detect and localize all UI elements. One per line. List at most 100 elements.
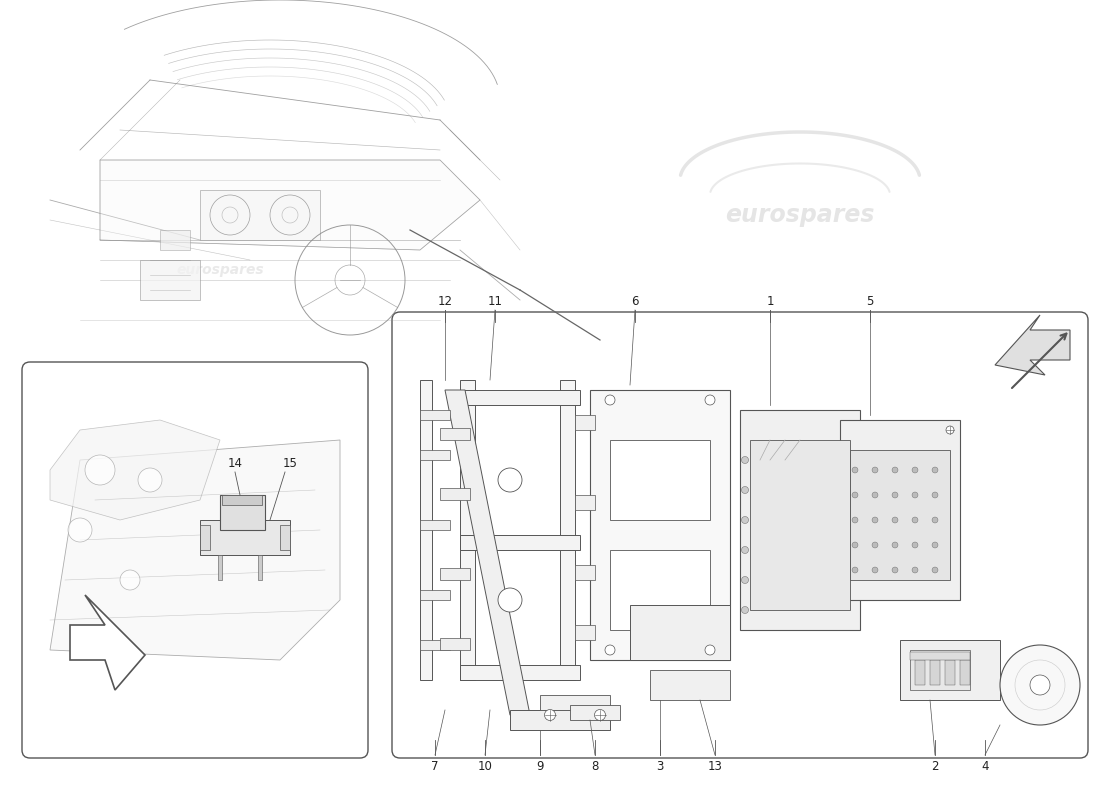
Bar [440,428,470,440]
Bar [222,495,262,505]
Circle shape [705,395,715,405]
Bar [440,638,470,650]
Bar [218,555,222,580]
Circle shape [1030,675,1050,695]
Circle shape [85,455,116,485]
Circle shape [498,468,522,492]
Bar [900,640,1000,700]
Polygon shape [70,595,145,690]
Circle shape [1000,645,1080,725]
Bar [930,660,940,685]
Bar [560,380,575,680]
Circle shape [120,570,140,590]
Text: 4: 4 [981,760,989,773]
Bar [200,190,320,240]
Bar [460,380,475,680]
Circle shape [912,542,918,548]
Circle shape [741,606,748,614]
Bar [910,650,970,690]
Circle shape [912,492,918,498]
Bar [140,260,200,300]
Circle shape [741,517,748,523]
Bar [420,380,432,680]
Bar [750,440,850,610]
Bar [850,450,950,580]
Text: eurospares: eurospares [668,541,772,559]
Bar [915,660,925,685]
Circle shape [741,577,748,583]
Text: 1: 1 [767,295,773,308]
Circle shape [872,542,878,548]
Text: 11: 11 [487,295,503,308]
Text: 13: 13 [707,760,723,773]
Bar [650,670,730,700]
FancyBboxPatch shape [392,312,1088,758]
Bar [575,625,595,640]
Circle shape [932,492,938,498]
Text: 10: 10 [477,760,493,773]
Bar [440,568,470,580]
Text: 6: 6 [631,295,639,308]
Circle shape [912,467,918,473]
Bar [420,520,450,530]
Bar [258,555,262,580]
Circle shape [892,467,898,473]
Bar [610,550,710,630]
Text: 12: 12 [438,295,452,308]
Text: eurospares: eurospares [131,694,210,706]
Circle shape [852,492,858,498]
Circle shape [932,567,938,573]
Bar [220,495,265,530]
Bar [420,410,450,420]
Bar [590,390,730,660]
Circle shape [852,467,858,473]
Circle shape [741,457,748,463]
Circle shape [872,467,878,473]
Bar [460,665,580,680]
Text: 8: 8 [592,760,598,773]
Bar [440,488,470,500]
Circle shape [892,542,898,548]
Circle shape [498,588,522,612]
Bar [610,440,710,520]
Bar [575,415,595,430]
Circle shape [605,645,615,655]
Bar [280,525,290,550]
Bar [460,390,580,405]
Bar [460,535,580,550]
Polygon shape [100,160,480,250]
Circle shape [872,567,878,573]
Bar [420,640,450,650]
Circle shape [138,468,162,492]
Text: 5: 5 [867,295,873,308]
Circle shape [872,517,878,523]
Circle shape [932,542,938,548]
Circle shape [68,518,92,542]
Circle shape [605,395,615,405]
Text: 15: 15 [283,457,297,470]
Bar [575,495,595,510]
Circle shape [912,517,918,523]
Polygon shape [996,315,1070,375]
Bar [840,420,960,600]
Text: 9: 9 [537,760,543,773]
Bar [420,450,450,460]
Bar [200,525,210,550]
Circle shape [892,492,898,498]
Circle shape [872,492,878,498]
Circle shape [852,517,858,523]
Polygon shape [446,390,530,715]
Bar [960,660,970,685]
Bar [420,590,450,600]
Bar [160,230,190,250]
Polygon shape [50,440,340,660]
Circle shape [892,517,898,523]
Text: 7: 7 [431,760,439,773]
Circle shape [594,710,605,721]
Bar [910,652,970,660]
Circle shape [852,567,858,573]
Bar [510,710,610,730]
FancyBboxPatch shape [22,362,368,758]
Circle shape [946,426,954,434]
Circle shape [741,546,748,554]
